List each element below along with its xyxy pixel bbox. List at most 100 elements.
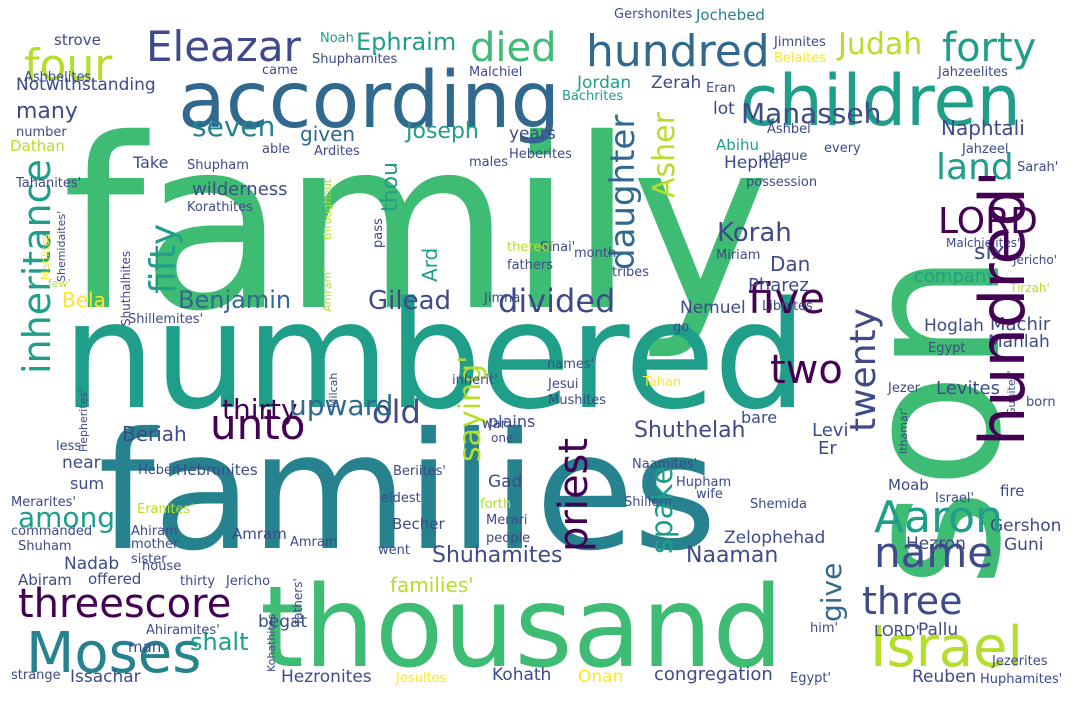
word-ephraim: Ephraim <box>356 28 457 56</box>
word-years: years <box>509 124 556 144</box>
word-er: Er <box>818 438 837 459</box>
word-forth: forth <box>480 497 512 512</box>
word-mahlites: Mahlites <box>39 233 52 280</box>
word-levites: Levites <box>936 378 1000 399</box>
word-offered: offered <box>88 570 142 588</box>
word-nadab: Nadab <box>64 554 120 574</box>
word-moab: Moab <box>888 476 929 494</box>
word-hoglah: Hoglah <box>924 316 984 336</box>
word-jimna: Jimna <box>484 291 521 306</box>
word-four: four <box>24 40 113 91</box>
word-near: near <box>62 453 101 473</box>
word-tirzah: Tirzah' <box>1010 281 1050 295</box>
word-heberites: Heberites <box>509 147 572 162</box>
word-gad: Gad <box>488 472 523 492</box>
word-three: three <box>862 579 963 623</box>
word-plains: plains <box>488 412 536 431</box>
word-heber: Heber <box>138 463 178 478</box>
word-give: give <box>815 562 848 622</box>
word-came: came <box>262 63 298 78</box>
word-shuhamites: Shuhamites <box>432 543 563 568</box>
word-twenty: twenty <box>843 308 884 432</box>
word-man: man <box>128 638 162 656</box>
word-shuham: Shuham <box>18 539 72 554</box>
word-sarah: Sarah' <box>1017 160 1059 175</box>
word-korah: Korah <box>717 218 792 248</box>
word-thousand: thousand <box>260 563 784 693</box>
word-machir: Machir <box>990 314 1051 335</box>
word-jezerites: Jezerites <box>992 654 1048 669</box>
word-ard: Ard <box>418 247 442 282</box>
word-jordan: Jordan <box>577 73 632 93</box>
word-libnites: Libnites <box>762 299 813 314</box>
word-eldest: eldest <box>381 491 421 506</box>
word-company: company <box>914 266 997 287</box>
word-among: among <box>18 501 116 534</box>
word-hezronites: Hezronites <box>281 667 372 687</box>
word-bare: bare <box>741 408 778 427</box>
word-nemuel: Nemuel <box>680 298 746 318</box>
word-possession: possession <box>746 175 818 190</box>
word-aaron: Aaron <box>874 492 1003 543</box>
word-mahlah: Mahlah <box>988 332 1050 352</box>
word-many: many <box>16 99 78 124</box>
word-lot: lot <box>713 99 735 119</box>
word-kohathites: Kohathites <box>265 613 278 672</box>
word-thirty-small: thirty <box>180 574 216 589</box>
word-asher: Asher <box>647 112 682 198</box>
word-less: less <box>56 439 82 454</box>
word-abihu: Abihu <box>716 136 759 154</box>
word-korathites: Korathites <box>187 200 253 215</box>
word-six: six <box>974 240 1005 265</box>
word-strove: strove <box>54 31 101 49</box>
word-children: children <box>740 60 1021 142</box>
word-pallu: Pallu <box>918 620 959 640</box>
word-shuphamites: Shuphamites <box>312 52 398 67</box>
word-gershonites: Gershonites <box>614 7 693 22</box>
word-land: land <box>936 147 1014 188</box>
word-thirty-big: thirty <box>222 393 298 426</box>
word-belaites: Belaites <box>774 51 826 66</box>
word-hepher: Hepher <box>724 153 787 173</box>
word-naamites: Naamites' <box>632 457 698 472</box>
word-congregation: congregation <box>654 664 773 685</box>
word-dan: Dan <box>770 252 811 276</box>
word-ashbelites: Ashbelites <box>24 70 92 85</box>
word-fire: fire <box>1000 482 1025 500</box>
word-go: go <box>673 320 690 335</box>
word-jochebed: Jochebed <box>696 6 765 24</box>
word-ashbel: Ashbel <box>767 122 811 137</box>
word-families: families <box>98 399 717 587</box>
word-kohath: Kohath <box>492 665 552 685</box>
word-ardites: Ardites <box>314 144 360 159</box>
word-saying: saying' <box>453 355 488 462</box>
word-families-q: families' <box>390 573 474 597</box>
word-shuthelah: Shuthelah <box>634 418 746 443</box>
word-wife: wife <box>696 487 723 502</box>
word-abiram: Abiram <box>18 571 72 589</box>
word-pharez: Pharez <box>748 275 809 296</box>
word-amram: Amram <box>290 535 338 550</box>
word-malchielites: Malchielites' <box>946 236 1021 250</box>
word-milcah: Milcah <box>327 372 340 408</box>
word-zerah: Zerah <box>651 73 702 93</box>
word-hupham: Hupham <box>676 475 732 490</box>
word-gershon: Gershon <box>990 516 1062 536</box>
word-lord-q: LORD' <box>874 622 920 640</box>
word-huphamites: Huphamites' <box>980 672 1063 687</box>
word-egypt-q: Egypt' <box>790 671 832 686</box>
word-number: number <box>16 125 67 140</box>
word-old: old <box>372 393 421 431</box>
word-five: five <box>748 274 826 323</box>
word-notwithstanding: Notwithstanding <box>16 75 156 95</box>
word-jesui: Jesui <box>548 377 579 392</box>
word-bachrites: Bachrites <box>562 89 624 104</box>
word-priest: priest <box>551 437 597 552</box>
word-ahiram: Ahiram <box>131 524 178 539</box>
word-hundred-top: hundred <box>586 26 770 77</box>
word-went: went <box>378 543 410 558</box>
word-plague: plague <box>763 149 808 164</box>
word-few: few' <box>48 277 71 290</box>
word-commanded: commanded <box>11 524 93 539</box>
word-given: given <box>300 122 356 146</box>
